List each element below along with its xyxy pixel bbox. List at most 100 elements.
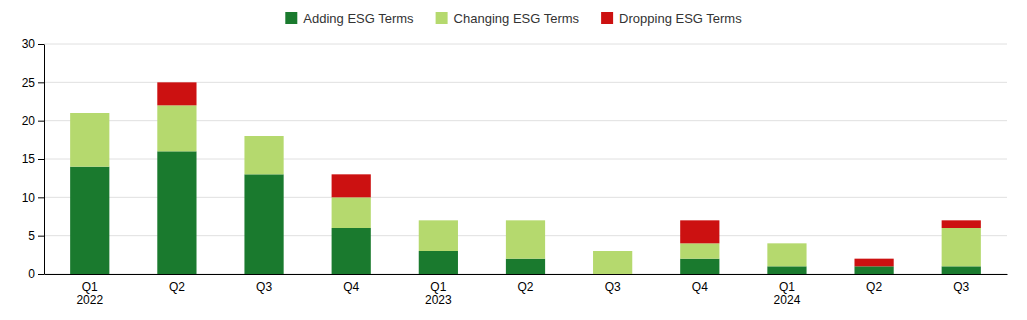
y-tick: 0 [28,267,44,281]
legend-item: Changing ESG Terms [436,11,580,26]
legend-item: Dropping ESG Terms [601,11,742,26]
legend: Adding ESG Terms Changing ESG Terms Droppi… [285,11,742,26]
y-tick-label: 15 [22,152,36,166]
bar [332,197,371,228]
x-tick-label-line: Q4 [692,280,708,294]
x-tick: Q3 [953,280,969,294]
bar [70,167,109,274]
x-tick-label-line: Q3 [605,280,621,294]
x-tick-label: Q3 [605,280,621,294]
bar [680,243,719,258]
bar [854,259,893,267]
y-tick-label: 10 [22,191,36,205]
x-tick-label: Q12022 [76,280,103,308]
y-tick-mark [38,82,44,83]
bar [244,174,283,274]
grid-line [44,44,1007,45]
chart-container: 051015202530Q12022Q2Q3Q4Q12023Q2Q3Q4Q120… [0,0,1027,320]
x-tick-label-line: Q3 [953,280,969,294]
bar [942,266,981,274]
bar [157,82,196,105]
bar [680,259,719,274]
bar [419,220,458,221]
x-tick-label-line: 2023 [425,293,452,307]
bar [767,243,806,244]
x-tick-label: Q3 [256,280,272,294]
y-tick-label: 0 [28,267,35,281]
y-tick-label: 20 [22,114,36,128]
bar [854,266,893,274]
bar [70,113,109,167]
legend-swatch [436,12,448,24]
x-tick: Q4 [343,280,359,294]
bar-series [70,105,981,274]
x-tick-label-line: Q2 [866,280,882,294]
bar [244,136,283,174]
y-tick: 15 [22,152,44,166]
y-tick-label: 25 [22,76,36,90]
x-tick: Q12024 [774,280,801,308]
y-tick-mark [38,121,44,122]
plot-area: 051015202530Q12022Q2Q3Q4Q12023Q2Q3Q4Q120… [22,37,1008,307]
x-tick-label: Q12023 [425,280,452,308]
x-tick-label-line: Q3 [256,280,272,294]
y-tick: 30 [22,37,44,51]
bar-series [157,82,981,266]
bar [506,220,545,258]
legend-item: Adding ESG Terms [285,11,414,26]
bar [680,220,719,243]
legend-swatch [601,12,613,24]
x-tick-label-line: Q1 [430,280,446,294]
grid [44,44,1007,274]
y-axis: 0 5 10 15 20 25 30 [22,37,45,281]
bar [157,105,196,151]
x-tick-label-line: 2022 [76,293,103,307]
x-tick-label: Q2 [866,280,882,294]
bars [70,82,981,274]
bar [419,251,458,274]
y-tick-mark [38,159,44,160]
y-tick-label: 30 [22,37,36,51]
x-tick: Q3 [256,280,272,294]
x-tick-label-line: Q4 [343,280,359,294]
x-tick-label: Q2 [169,280,185,294]
x-tick: Q12023 [425,280,452,308]
bar [244,136,283,137]
x-tick-label: Q4 [692,280,708,294]
bar [942,228,981,266]
x-tick: Q3 [605,280,621,294]
y-axis-line [44,45,45,275]
y-tick: 10 [22,191,44,205]
x-tick-label-line: Q2 [169,280,185,294]
x-tick: Q2 [169,280,185,294]
x-tick-label: Q2 [517,280,533,294]
y-tick-mark [38,236,44,237]
legend-label: Changing ESG Terms [454,11,580,26]
bar [942,220,981,228]
x-tick: Q2 [517,280,533,294]
bar [332,228,371,274]
x-tick-label: Q4 [343,280,359,294]
x-tick: Q12022 [76,280,103,308]
bar [506,259,545,274]
x-tick-label-line: 2024 [774,293,801,307]
x-tick: Q2 [866,280,882,294]
x-axis-line [45,274,1008,275]
x-axis: Q12022Q2Q3Q4Q12023Q2Q3Q4Q12024Q2Q3 [45,275,1008,308]
bar [506,220,545,221]
legend-swatch [285,12,297,24]
legend-label: Dropping ESG Terms [619,11,742,26]
bar [593,251,632,274]
x-tick-label: Q12024 [774,280,801,308]
bar [70,113,109,114]
bar [767,266,806,274]
bar [419,220,458,251]
y-tick-mark [38,274,44,275]
bar [593,251,632,252]
x-tick-label-line: Q1 [82,280,98,294]
y-tick-label: 5 [28,229,35,243]
bar [767,243,806,266]
bar [157,151,196,274]
y-tick: 25 [22,76,44,90]
x-tick-label-line: Q2 [517,280,533,294]
